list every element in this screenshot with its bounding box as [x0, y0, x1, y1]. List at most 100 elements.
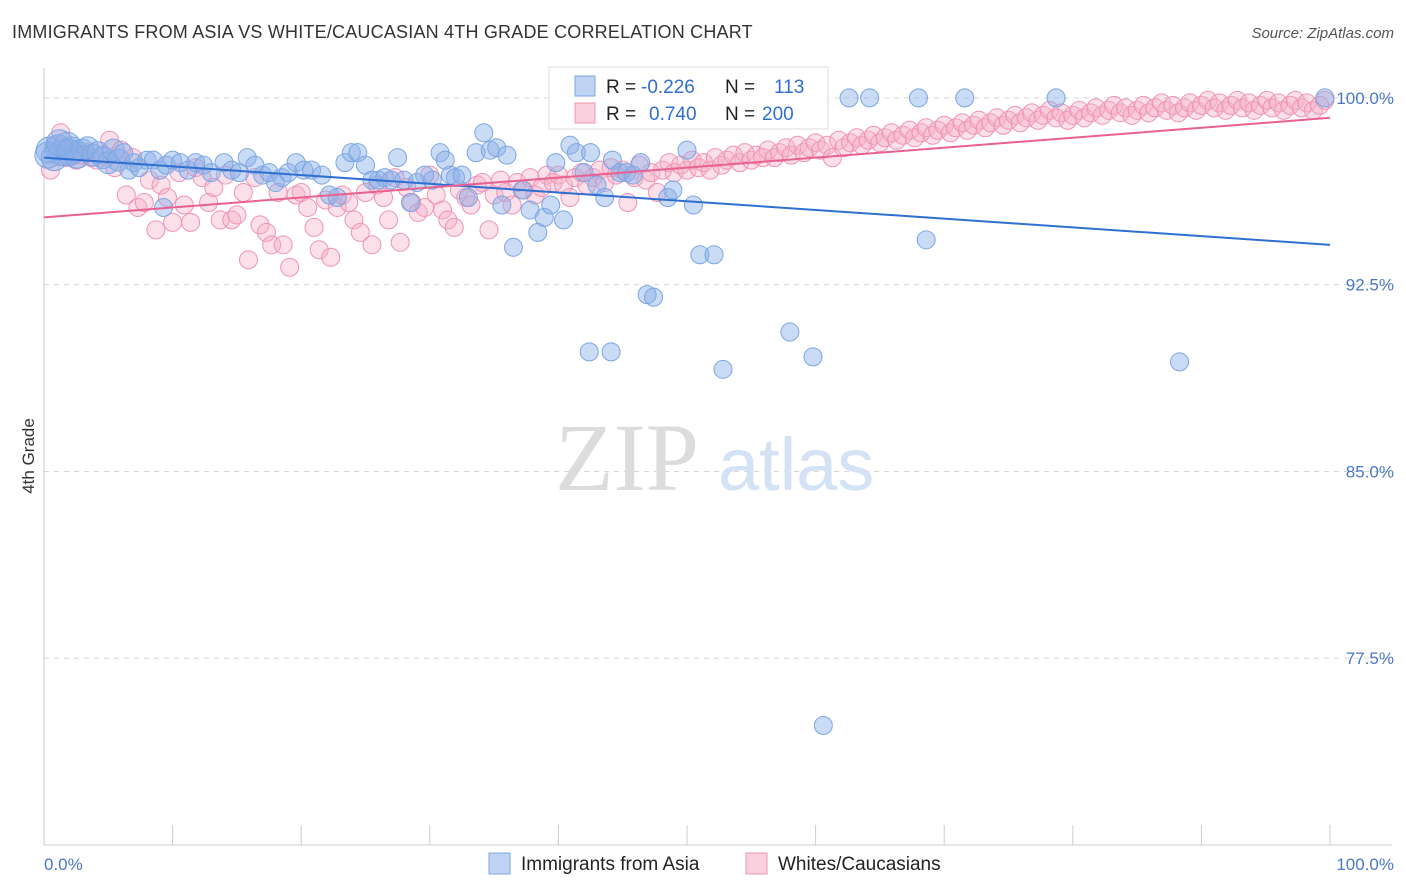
bottom-legend-swatch-asia	[488, 852, 511, 875]
data-point	[554, 175, 574, 195]
watermark-zip: ZIP	[555, 404, 699, 511]
data-point	[817, 135, 837, 155]
y-tick-label: 77.5%	[1346, 649, 1394, 668]
data-point	[157, 188, 177, 207]
data-point	[780, 322, 800, 342]
data-point	[1046, 88, 1066, 108]
legend-n-label-asia: N =	[725, 77, 755, 98]
x-tick-label-end: 100.0%	[1336, 855, 1394, 874]
y-tick-label: 85.0%	[1346, 462, 1394, 481]
data-point	[503, 237, 523, 257]
data-point	[1170, 352, 1190, 372]
data-point	[811, 140, 831, 160]
data-point	[174, 195, 194, 215]
source-label: Source: ZipAtlas.com	[1251, 25, 1394, 42]
data-point	[229, 163, 249, 183]
data-point	[492, 195, 512, 215]
data-point	[461, 195, 481, 215]
legend-r-label-whites: R =	[606, 104, 636, 125]
data-point	[388, 148, 408, 168]
data-point	[1110, 103, 1130, 123]
data-point	[111, 140, 131, 160]
data-point	[659, 153, 679, 173]
data-point	[116, 185, 136, 205]
data-point	[390, 232, 410, 252]
data-point	[344, 210, 364, 230]
data-point	[908, 88, 928, 108]
legend-r-label-asia: R =	[606, 77, 636, 98]
data-point	[1280, 95, 1300, 115]
legend-r-value-whites: 0.740	[649, 104, 697, 125]
trend-line-whites	[43, 116, 1331, 219]
data-point	[273, 235, 293, 255]
y-tick-labels: 100.0% 92.5% 85.0% 77.5%	[1336, 89, 1394, 668]
data-point	[256, 222, 276, 242]
trend-line-asia	[43, 156, 1331, 246]
data-point	[362, 235, 382, 255]
data-point	[139, 170, 159, 190]
data-point	[151, 175, 171, 195]
y-tick-label: 92.5%	[1346, 276, 1394, 295]
data-point	[227, 205, 247, 225]
data-point	[1204, 98, 1224, 118]
data-point	[741, 150, 761, 170]
data-point	[341, 143, 361, 163]
data-point	[560, 135, 580, 155]
data-point	[114, 143, 134, 163]
legend-swatch-asia	[574, 75, 596, 97]
data-point	[644, 287, 664, 307]
data-point	[541, 195, 561, 215]
data-point	[327, 188, 347, 207]
data-point	[379, 210, 399, 230]
chart-title: IMMIGRANTS FROM ASIA VS WHITE/CAUCASIAN …	[12, 22, 753, 42]
data-point	[440, 165, 460, 185]
data-point	[146, 220, 166, 240]
data-point	[916, 230, 936, 250]
data-point	[1315, 88, 1335, 108]
data-point	[438, 210, 458, 230]
data-point	[237, 148, 257, 168]
data-point	[56, 139, 84, 167]
data-point	[546, 153, 566, 173]
data-point	[444, 217, 464, 237]
data-point	[199, 192, 219, 212]
data-point	[214, 153, 234, 173]
grid-lines	[44, 97, 1392, 659]
data-point	[408, 202, 428, 222]
series-legend: Immigrants from Asia Whites/Caucasians	[488, 852, 941, 875]
data-point	[964, 115, 984, 135]
data-point	[690, 245, 710, 265]
x-axis-ticks	[43, 825, 1331, 845]
legend-n-value-whites: 200	[762, 104, 794, 125]
data-point	[497, 145, 517, 165]
data-point	[433, 200, 453, 220]
data-point	[309, 240, 329, 260]
data-point	[298, 197, 318, 217]
y-axis-label: 4th Grade	[19, 418, 38, 494]
data-point	[595, 188, 615, 207]
data-point	[1017, 108, 1037, 128]
data-point	[374, 188, 394, 207]
data-point	[163, 150, 183, 170]
data-point	[839, 88, 859, 108]
data-point	[502, 195, 522, 215]
data-point	[466, 143, 486, 163]
data-point	[647, 183, 667, 203]
data-point	[1040, 100, 1060, 120]
data-point	[128, 197, 148, 217]
data-point	[579, 342, 599, 362]
data-point	[45, 129, 73, 157]
data-point	[280, 257, 300, 277]
data-point	[911, 123, 931, 143]
data-point	[631, 153, 651, 173]
data-point	[233, 183, 253, 203]
data-point	[682, 150, 702, 170]
data-point	[350, 222, 370, 242]
data-point	[548, 165, 568, 185]
data-point	[663, 180, 683, 200]
data-point	[704, 245, 724, 265]
data-point	[222, 210, 242, 230]
data-point	[278, 163, 298, 183]
correlation-legend: R = -0.226 N = 113 R = 0.740 N = 200	[548, 66, 829, 130]
data-point	[1046, 108, 1066, 128]
